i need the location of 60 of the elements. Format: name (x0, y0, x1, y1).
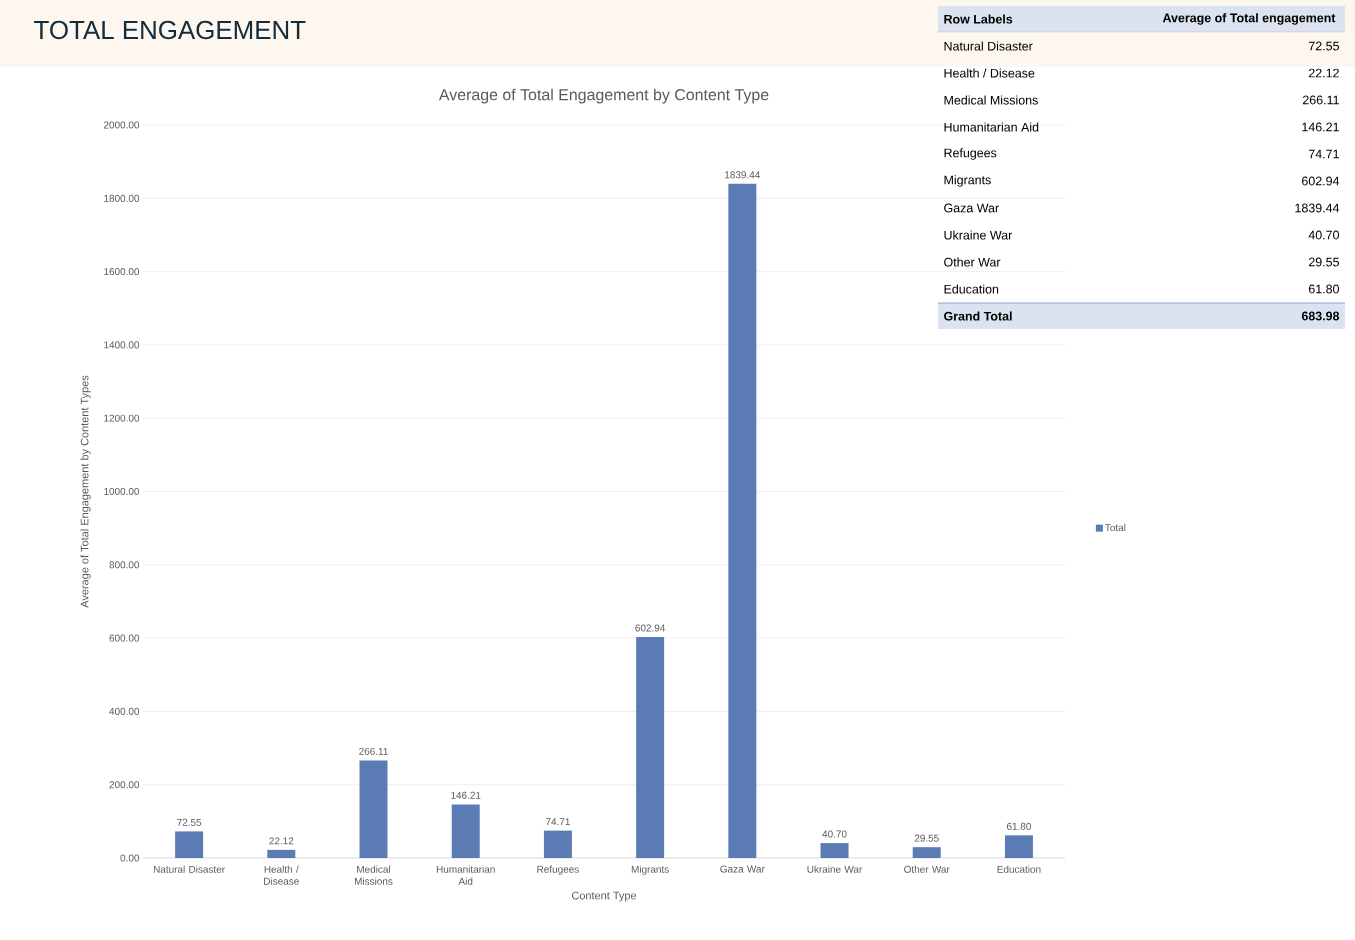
category-label: Other War (944, 257, 1001, 267)
category-label: Gaza War (944, 203, 999, 213)
data-label: 61.80 (1006, 822, 1032, 830)
y-tick-label: 1400.00 (104, 341, 140, 349)
x-axis-title: Content Type (571, 891, 637, 902)
data-label: 266.11 (359, 747, 388, 755)
y-tick-label: 800.00 (109, 561, 140, 569)
x-tick-label: Medical Missions (354, 865, 393, 885)
data-label: 146.21 (451, 791, 481, 799)
category-label: Natural Disaster (944, 41, 1033, 51)
x-tick-label: Natural Disaster (153, 865, 225, 873)
y-tick-label: 0.00 (120, 854, 140, 862)
category-label: Education (944, 284, 999, 294)
text: 72.55 (1308, 41, 1339, 51)
x-tick-label: Other War (904, 865, 950, 873)
text: 266.11 (1302, 95, 1339, 105)
text: 74.71 (1308, 149, 1339, 159)
x-tick-label: Gaza War (720, 865, 765, 873)
text: 61.80 (1308, 284, 1340, 294)
data-label: 22.12 (269, 837, 294, 845)
data-label: 40.70 (822, 830, 847, 838)
text: 40.70 (1308, 230, 1340, 240)
text: 683.98 (1301, 311, 1340, 321)
text: 602.94 (1302, 176, 1340, 186)
x-tick-label: Humanitarian Aid (436, 865, 495, 885)
y-tick-label: 1000.00 (104, 487, 140, 496)
legend-label: Total (1105, 523, 1126, 532)
category-label: Medical Missions (944, 95, 1038, 105)
x-tick-label: Education (997, 865, 1041, 873)
text: 29.55 (1308, 257, 1339, 267)
text: 146.21 (1302, 122, 1339, 132)
data-label: 72.55 (177, 818, 202, 826)
x-tick-label: Ukraine War (807, 865, 863, 873)
category-label: Ukraine War (944, 230, 1013, 240)
category-label: Health / Disease (944, 68, 1035, 78)
y-tick-label: 400.00 (109, 707, 140, 715)
text: 1839.44 (1295, 203, 1340, 213)
category-label: Migrants (944, 175, 991, 187)
annotation: Grand Total (944, 311, 1012, 321)
y-tick-label: 1800.00 (104, 194, 140, 202)
data-label: 74.71 (545, 818, 570, 826)
x-tick-label: Health / Disease (264, 865, 299, 885)
category-label: Refugees (944, 148, 997, 160)
text: 22.12 (1308, 68, 1339, 78)
data-label: 29.55 (914, 834, 939, 842)
text: TOTAL ENGAGEMENT (34, 20, 306, 40)
data-label: 602.94 (635, 624, 666, 632)
y-tick-label: 200.00 (109, 781, 140, 789)
x-tick-label: Refugees (537, 865, 579, 875)
x-tick-label: Migrants (631, 865, 669, 875)
y-tick-label: 1200.00 (104, 414, 140, 422)
text: Average of Total engagement (1162, 13, 1336, 25)
y-axis-title: Average of Total Engagement by Content Types (80, 375, 91, 608)
y-tick-label: 600.00 (109, 634, 140, 642)
y-tick-label: 1600.00 (104, 268, 140, 276)
data-label: 1839.44 (725, 171, 761, 179)
chart-title: Average of Total Engagement by Content Type (438, 88, 769, 104)
text: Row Labels (944, 14, 1013, 24)
y-tick-label: 2000.00 (103, 121, 140, 129)
category-label: Humanitarian Aid (944, 122, 1039, 132)
